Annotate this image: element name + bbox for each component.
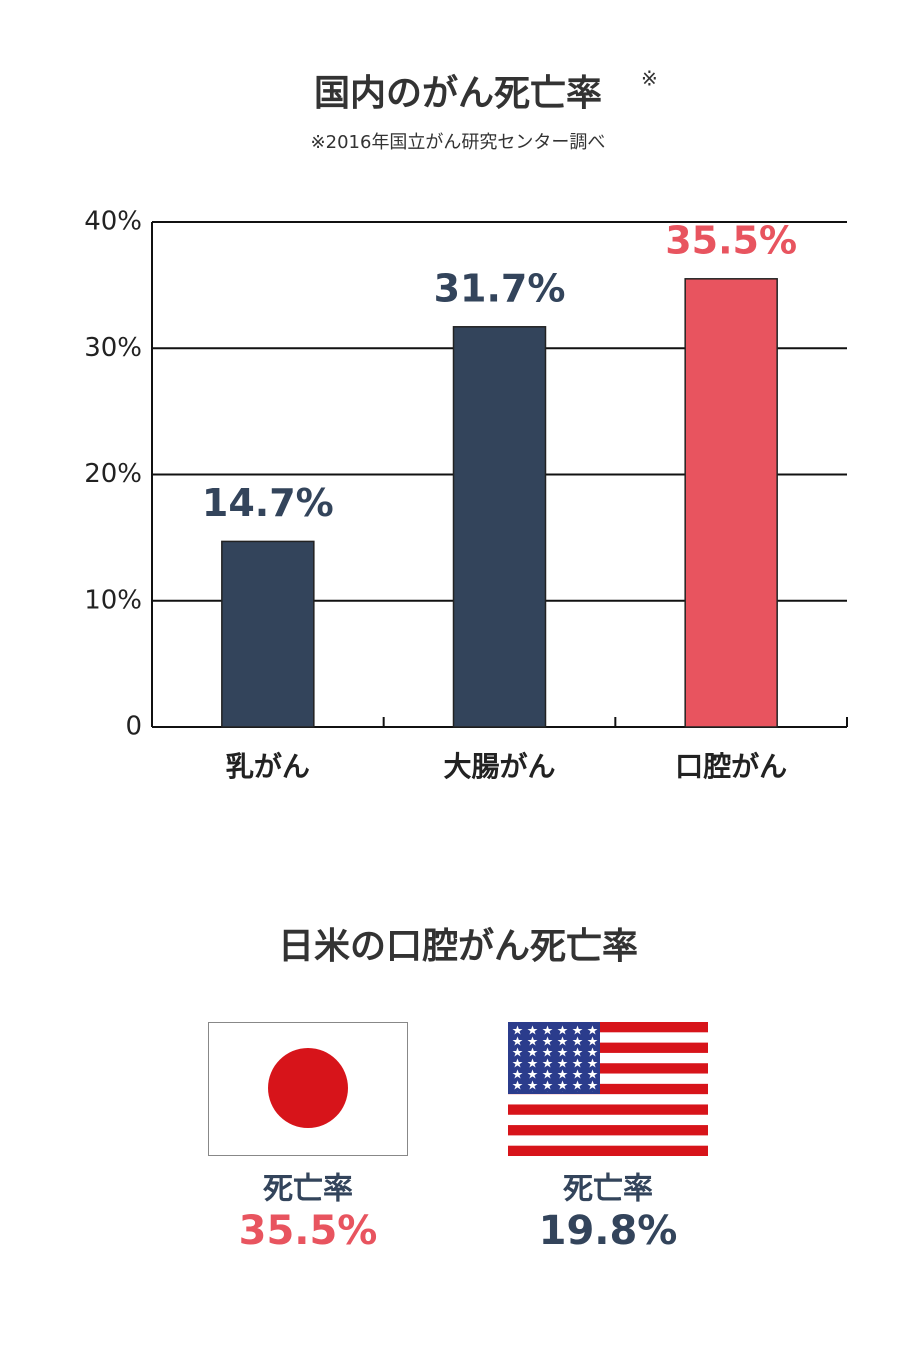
stripe bbox=[508, 1022, 708, 1033]
x-tick-label: 口腔がん bbox=[675, 750, 787, 783]
x-tick-label: 大腸がん bbox=[443, 750, 555, 783]
value-label: 35.5% bbox=[665, 218, 797, 262]
y-tick-label: 40% bbox=[84, 207, 142, 237]
bar bbox=[221, 540, 315, 728]
x-tick-label: 乳がん bbox=[226, 750, 310, 783]
stripe bbox=[508, 1104, 708, 1115]
us-flag bbox=[508, 1022, 708, 1156]
title-note: ※ bbox=[641, 67, 658, 91]
chart-subtitle: ※2016年国立がん研究センター調べ bbox=[311, 132, 606, 153]
rate-value: 35.5% bbox=[239, 1208, 378, 1254]
y-tick-label: 30% bbox=[84, 333, 142, 363]
y-tick-label: 20% bbox=[84, 459, 142, 489]
stripe bbox=[508, 1145, 708, 1156]
comparison-title: 日米の口腔がん死亡率 bbox=[278, 926, 638, 967]
bar bbox=[452, 326, 547, 728]
y-tick-label: 10% bbox=[84, 585, 142, 615]
value-label: 31.7% bbox=[434, 266, 566, 310]
rate-label: 死亡率 bbox=[263, 1172, 353, 1207]
bar bbox=[684, 278, 778, 728]
value-label: 14.7% bbox=[202, 481, 334, 525]
rate-label: 死亡率 bbox=[563, 1172, 653, 1207]
y-tick-label: 0 bbox=[125, 712, 142, 742]
stripe bbox=[508, 1063, 708, 1074]
stripe bbox=[508, 1125, 708, 1136]
rate-value: 19.8% bbox=[539, 1208, 678, 1254]
plot: 0 10% 20% 30% 40% 14.7% 乳がん 31.7% 大腸がん 35.5% 口腔がん bbox=[84, 207, 848, 783]
japan-flag bbox=[208, 1022, 408, 1156]
stripe bbox=[508, 1042, 708, 1053]
stripe bbox=[508, 1083, 708, 1095]
chart-title: 国内のがん死亡率 bbox=[314, 73, 602, 114]
